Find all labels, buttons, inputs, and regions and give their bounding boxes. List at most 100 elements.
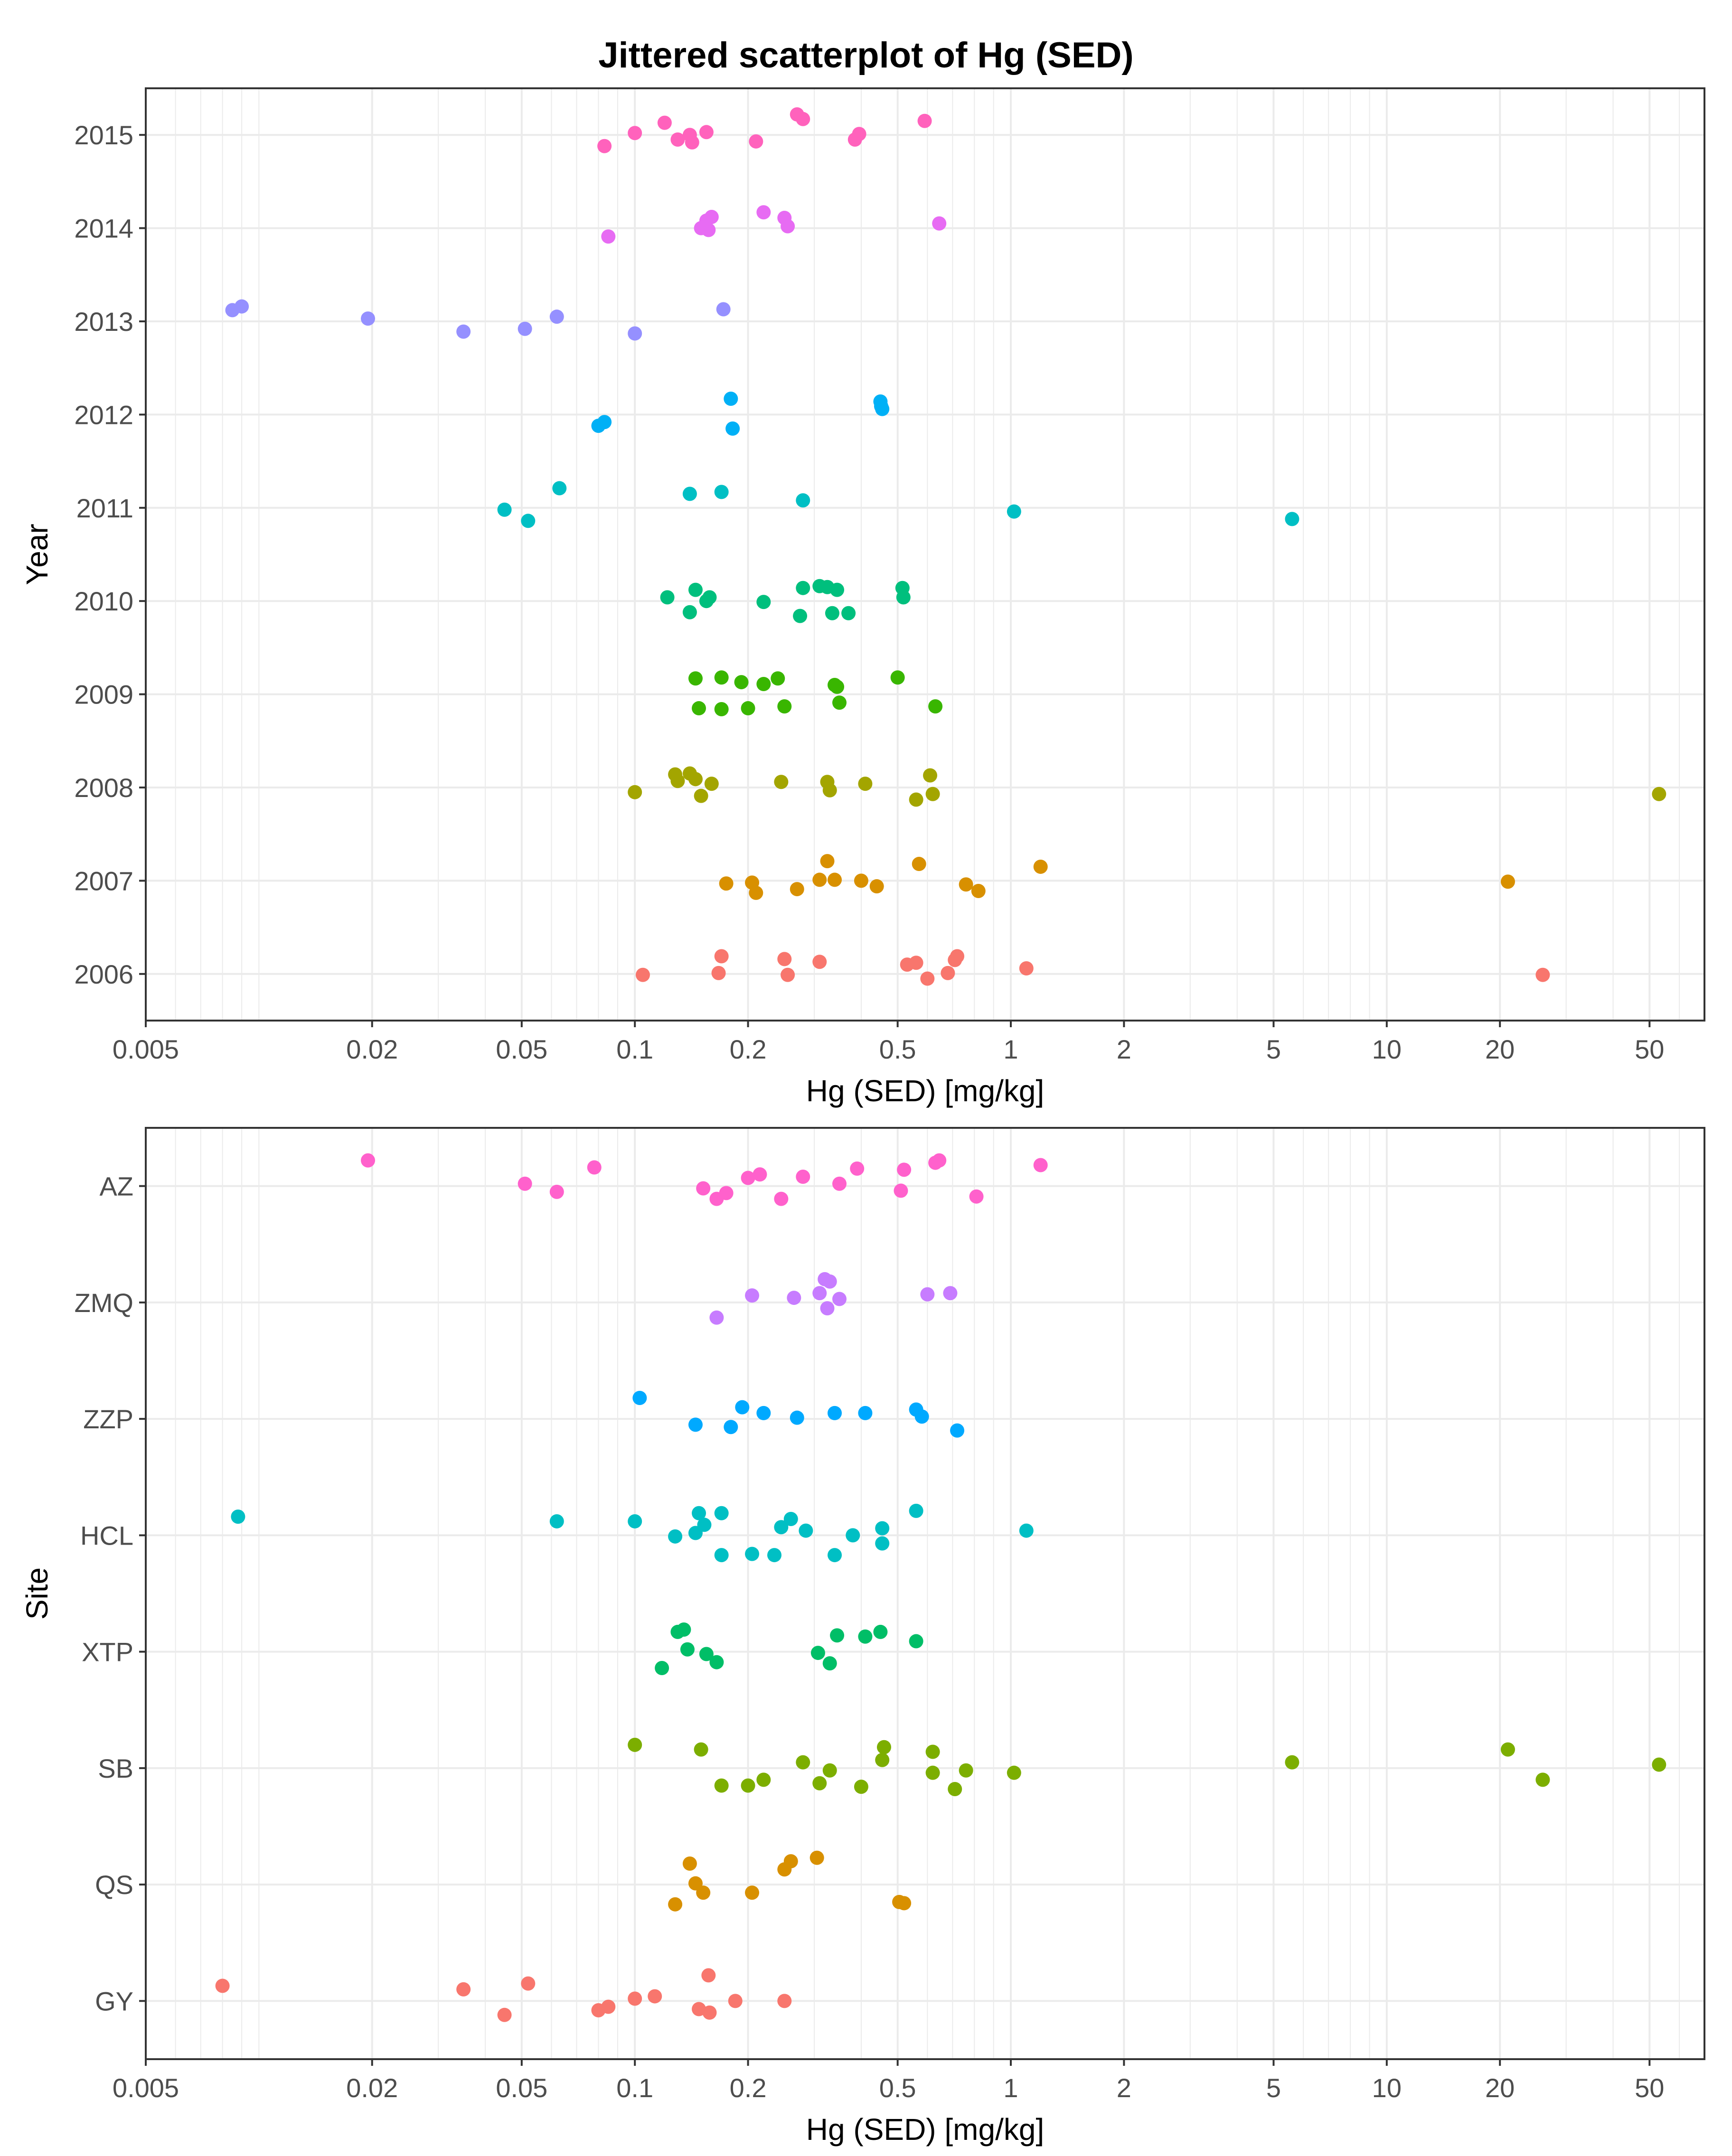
data-point (694, 1742, 708, 1757)
data-point (682, 605, 697, 619)
data-point (521, 1976, 536, 1991)
data-point (925, 787, 940, 801)
x-tick-label: 2 (1117, 2073, 1131, 2103)
data-point (909, 956, 923, 970)
data-point (688, 1417, 703, 1432)
y-tick-label: HCL (80, 1520, 133, 1550)
x-tick-label: 0.005 (113, 1034, 179, 1064)
data-point (914, 1409, 929, 1424)
data-point (932, 216, 947, 231)
data-point (873, 1624, 888, 1639)
data-point (697, 1518, 712, 1532)
data-point (820, 854, 835, 869)
x-axis-title: Hg (SED) [mg/kg] (806, 1074, 1044, 1108)
y-tick-label: 2010 (74, 586, 133, 616)
data-point (890, 670, 905, 685)
data-point (875, 1521, 890, 1536)
data-point (756, 1772, 771, 1787)
data-point (909, 1503, 923, 1518)
data-point (648, 1989, 662, 2004)
data-point (677, 1622, 691, 1637)
data-point (692, 1506, 706, 1520)
x-axis-title: Hg (SED) [mg/kg] (806, 2112, 1044, 2147)
data-point (932, 1153, 947, 1168)
data-point (854, 873, 868, 888)
y-tick-label: 2014 (74, 214, 133, 244)
data-point (696, 1885, 711, 1900)
data-point (685, 135, 699, 150)
data-point (832, 695, 847, 710)
data-point (894, 1183, 908, 1198)
data-point (875, 402, 890, 416)
data-point (820, 1301, 835, 1316)
data-point (841, 606, 856, 620)
data-point (741, 701, 755, 716)
x-tick-label: 0.005 (113, 2073, 179, 2103)
data-point (657, 115, 672, 130)
data-point (822, 1656, 837, 1671)
data-point (850, 1161, 865, 1176)
data-point (1500, 1742, 1515, 1757)
data-point (497, 502, 512, 517)
data-point (682, 1856, 697, 1871)
data-point (793, 609, 808, 623)
data-point (635, 967, 650, 982)
data-point (777, 952, 792, 966)
y-tick-label: 2007 (74, 866, 133, 896)
data-point (1535, 1772, 1550, 1787)
data-point (699, 125, 714, 140)
data-point (728, 1994, 743, 2008)
data-point (790, 1410, 804, 1425)
data-point (682, 487, 697, 501)
y-tick-label: 2008 (74, 773, 133, 803)
data-point (777, 699, 792, 714)
data-point (783, 1512, 798, 1527)
data-point (941, 966, 955, 980)
data-point (1652, 1757, 1666, 1772)
y-tick-label: 2013 (74, 307, 133, 337)
data-point (704, 777, 719, 791)
data-point (587, 1160, 602, 1175)
data-point (828, 1548, 842, 1563)
x-tick-label: 10 (1372, 2073, 1402, 2103)
data-point (796, 112, 810, 126)
data-point (959, 877, 973, 892)
data-point (719, 1186, 734, 1200)
x-tick-label: 0.1 (616, 1034, 653, 1064)
data-point (745, 1885, 760, 1900)
data-point (875, 1536, 890, 1551)
x-tick-label: 0.5 (879, 1034, 916, 1064)
data-point (771, 671, 785, 686)
y-tick-label: GY (95, 1986, 133, 2016)
data-point (518, 1176, 532, 1191)
data-point (518, 321, 532, 336)
x-tick-label: 10 (1372, 1034, 1402, 1064)
data-point (783, 1854, 798, 1869)
y-tick-label: 2015 (74, 120, 133, 150)
data-point (215, 1978, 230, 1993)
y-tick-label: 2012 (74, 400, 133, 430)
data-point (714, 1778, 729, 1793)
data-point (1652, 787, 1666, 801)
y-tick-label: QS (95, 1870, 133, 1900)
x-tick-label: 50 (1635, 2073, 1664, 2103)
data-point (852, 127, 866, 141)
data-point (735, 1400, 750, 1415)
data-point (774, 1520, 789, 1535)
y-axis-title: Site (20, 1567, 54, 1620)
data-point (628, 126, 642, 141)
data-point (714, 702, 729, 717)
data-point (928, 699, 943, 714)
x-tick-label: 20 (1485, 1034, 1515, 1064)
data-point (812, 872, 827, 887)
x-tick-label: 0.1 (616, 2073, 653, 2103)
data-point (724, 392, 738, 406)
data-point (971, 884, 986, 899)
data-point (714, 1506, 729, 1520)
y-tick-label: 2006 (74, 959, 133, 989)
data-point (828, 872, 842, 887)
data-point (745, 1288, 760, 1303)
x-tick-label: 50 (1635, 1034, 1664, 1064)
data-point (810, 1850, 824, 1865)
data-point (680, 1642, 695, 1657)
